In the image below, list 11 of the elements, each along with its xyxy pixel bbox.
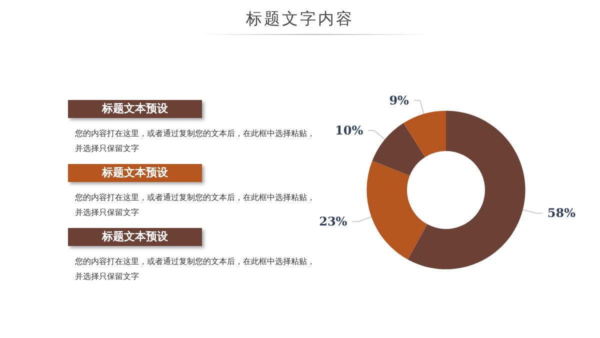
text: 您的内容打在这里，或者通过复制您的文本后，在此框中选择粘贴，并选择只保留文字 — [75, 192, 315, 219]
data-label: 23% — [319, 214, 348, 229]
category-label: 标题文本预设 — [68, 164, 202, 182]
text: 标题文字内容 — [245, 9, 355, 30]
data-label: 9% — [389, 93, 410, 108]
data-label: 58% — [547, 206, 576, 220]
text: 您的内容打在这里，或者通过复制您的文本后，在此框中选择粘贴，并选择只保留文字 — [75, 128, 315, 155]
text: 您的内容打在这里，或者通过复制您的文本后，在此框中选择粘贴，并选择只保留文字 — [75, 256, 315, 283]
data-label: 10% — [335, 124, 364, 138]
category-label: 标题文本预设 — [68, 100, 202, 118]
category-label: 标题文本预设 — [68, 228, 202, 246]
